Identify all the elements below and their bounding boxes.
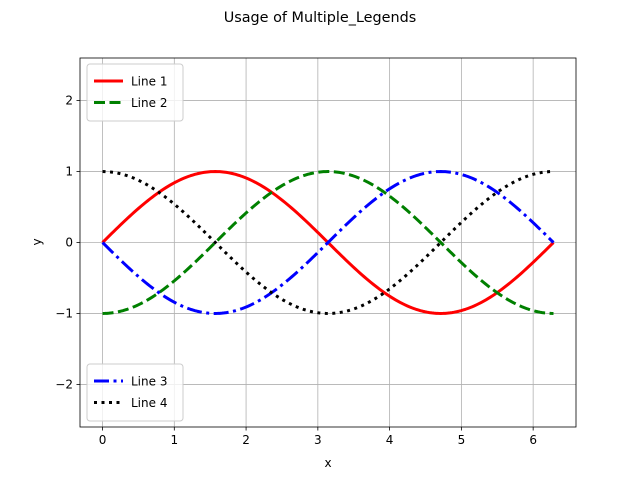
x-tick-label: 1	[170, 433, 178, 447]
x-tick-label: 4	[386, 433, 394, 447]
legend-label: Line 4	[131, 396, 167, 410]
y-tick-label: −2	[55, 377, 73, 391]
x-axis-label: x	[324, 456, 331, 470]
chart-title: Usage of Multiple_Legends	[224, 10, 417, 26]
x-axis-ticks: 0 1 2 3 4 5 6	[99, 427, 537, 447]
y-axis-label: y	[30, 238, 44, 245]
legend-label: Line 3	[131, 375, 167, 389]
y-tick-label: 1	[65, 165, 73, 179]
legend-label: Line 2	[131, 96, 167, 110]
x-tick-label: 0	[99, 433, 107, 447]
legend-lower-left: Line 3 Line 4	[86, 363, 184, 422]
series-lines	[101, 170, 555, 315]
x-tick-label: 3	[314, 433, 322, 447]
legend-upper-left: Line 1 Line 2	[86, 63, 184, 122]
x-tick-label: 5	[458, 433, 466, 447]
y-axis-ticks: −2 −1 0 1 2	[55, 94, 80, 391]
legend-box	[86, 363, 184, 422]
x-tick-label: 6	[529, 433, 537, 447]
series-line-line-2	[102, 170, 554, 315]
legends: Line 1 Line 2 Line 3 Line 4	[86, 63, 184, 422]
legend-label: Line 1	[131, 75, 167, 89]
x-tick-label: 2	[242, 433, 250, 447]
y-tick-label: −1	[55, 306, 73, 320]
y-tick-label: 0	[65, 236, 73, 250]
legend-box	[86, 63, 184, 122]
series-line-line-4	[102, 170, 554, 315]
y-tick-label: 2	[65, 94, 73, 108]
series-line-line-3	[101, 170, 555, 315]
